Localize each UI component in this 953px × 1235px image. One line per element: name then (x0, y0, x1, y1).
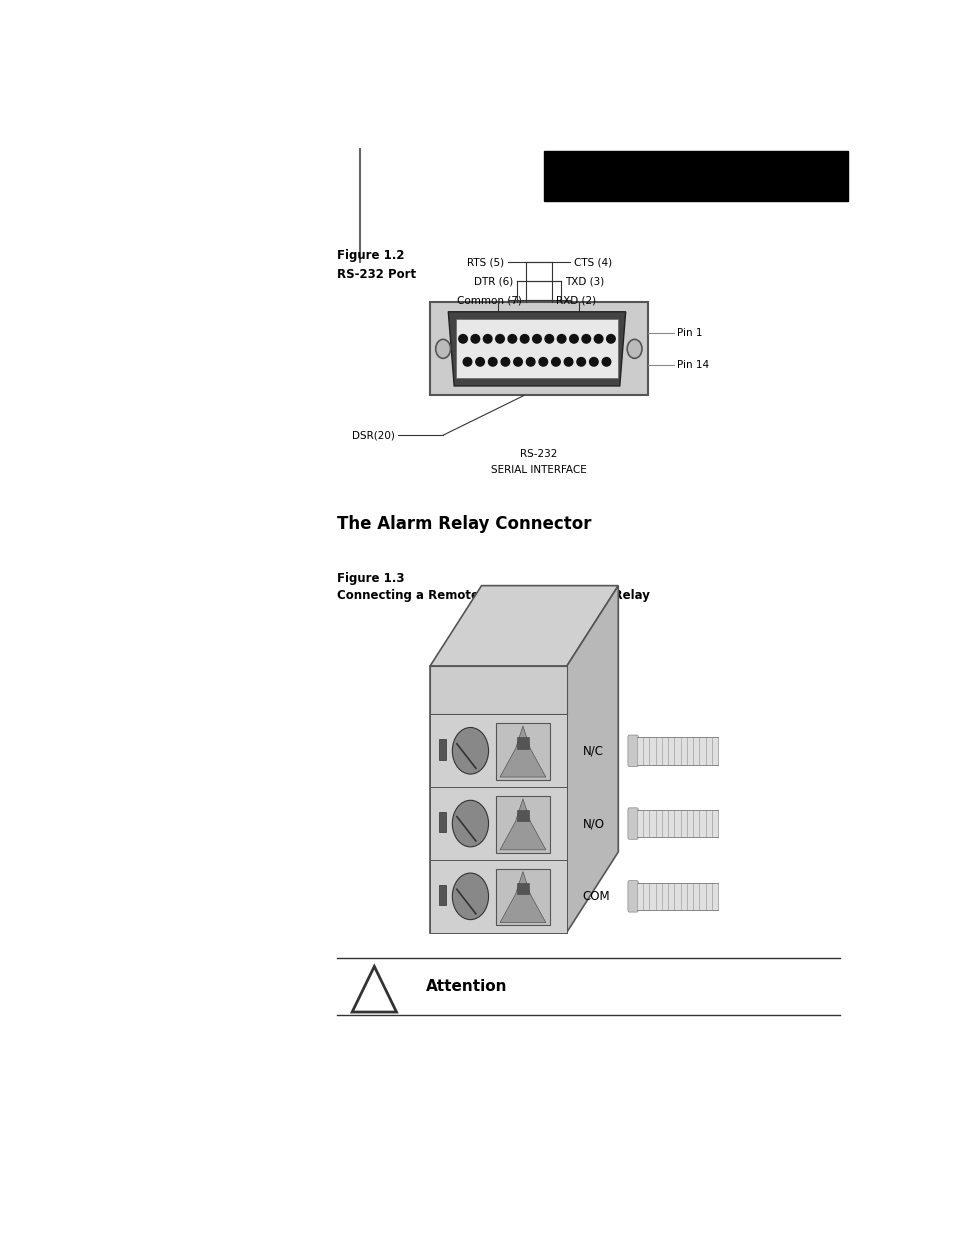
Ellipse shape (606, 335, 615, 343)
Ellipse shape (594, 335, 602, 343)
FancyBboxPatch shape (627, 735, 638, 767)
Circle shape (452, 800, 488, 847)
Text: SHIELD (1): SHIELD (1) (546, 315, 601, 325)
Text: SERIAL INTERFACE: SERIAL INTERFACE (491, 464, 586, 474)
Ellipse shape (601, 358, 610, 366)
Text: Pin 1: Pin 1 (677, 329, 702, 338)
Text: RXD (2): RXD (2) (556, 295, 596, 305)
Bar (517, 810, 528, 821)
Ellipse shape (483, 335, 492, 343)
Polygon shape (499, 726, 545, 777)
Ellipse shape (577, 358, 585, 366)
Ellipse shape (544, 335, 553, 343)
Text: RS-232 Port: RS-232 Port (337, 268, 416, 282)
Ellipse shape (458, 335, 467, 343)
Polygon shape (448, 311, 625, 385)
Ellipse shape (557, 335, 565, 343)
Ellipse shape (569, 335, 578, 343)
Text: N/O: N/O (582, 818, 604, 830)
Ellipse shape (538, 358, 547, 366)
Bar (517, 737, 528, 748)
Bar (517, 883, 528, 894)
Ellipse shape (563, 358, 572, 366)
Ellipse shape (476, 358, 484, 366)
Text: N/C: N/C (582, 745, 603, 757)
Bar (429, 860, 566, 932)
Text: COM: COM (582, 890, 610, 903)
FancyBboxPatch shape (627, 881, 638, 913)
Bar (429, 714, 566, 787)
Text: The Alarm Relay Connector: The Alarm Relay Connector (337, 515, 591, 532)
Circle shape (452, 727, 488, 774)
Polygon shape (499, 799, 545, 850)
Bar (637, 737, 718, 764)
FancyBboxPatch shape (456, 320, 618, 378)
FancyBboxPatch shape (429, 303, 647, 395)
Ellipse shape (496, 335, 504, 343)
Circle shape (626, 340, 641, 358)
Ellipse shape (551, 358, 559, 366)
Ellipse shape (463, 358, 472, 366)
Ellipse shape (471, 335, 479, 343)
Ellipse shape (532, 335, 540, 343)
Circle shape (436, 340, 450, 358)
Text: DCD (8): DCD (8) (490, 315, 531, 325)
Ellipse shape (500, 358, 509, 366)
Text: Figure 1.3: Figure 1.3 (337, 572, 404, 584)
Bar (496, 724, 549, 779)
Bar (429, 667, 566, 714)
Circle shape (452, 873, 488, 920)
Text: Pin 14: Pin 14 (677, 359, 709, 369)
Ellipse shape (581, 335, 590, 343)
Text: Connecting a Remote Alarm to the Alarm Relay: Connecting a Remote Alarm to the Alarm R… (337, 589, 650, 601)
Ellipse shape (508, 335, 517, 343)
FancyBboxPatch shape (627, 808, 638, 840)
Bar (429, 787, 566, 860)
Ellipse shape (488, 358, 497, 366)
Text: RTS (5): RTS (5) (466, 257, 503, 267)
Text: Common (7): Common (7) (456, 295, 521, 305)
Bar (637, 810, 718, 837)
Polygon shape (566, 585, 618, 932)
Bar (438, 884, 446, 905)
Text: Figure 1.2: Figure 1.2 (337, 249, 404, 262)
Text: TXD (3): TXD (3) (564, 277, 603, 287)
Text: CTS (4): CTS (4) (573, 257, 611, 267)
Bar (438, 811, 446, 832)
Bar (637, 883, 718, 910)
Ellipse shape (514, 358, 522, 366)
Polygon shape (429, 585, 618, 667)
Text: RS-232: RS-232 (519, 450, 557, 459)
Text: Chapter 3: Chapter 3 (553, 158, 630, 172)
Text: Attention: Attention (426, 979, 507, 994)
Text: Installing Your PanelView 1200 Terminal: Installing Your PanelView 1200 Terminal (553, 180, 801, 193)
Bar (429, 667, 566, 932)
Bar (496, 795, 549, 852)
Text: DSR(20): DSR(20) (352, 430, 395, 441)
Polygon shape (499, 872, 545, 923)
Ellipse shape (589, 358, 598, 366)
Polygon shape (352, 967, 396, 1011)
Bar (496, 868, 549, 925)
Bar (438, 739, 446, 760)
Text: DTR (6): DTR (6) (474, 277, 513, 287)
Ellipse shape (519, 335, 528, 343)
FancyBboxPatch shape (544, 151, 846, 200)
Text: !: ! (370, 983, 377, 1000)
Ellipse shape (526, 358, 535, 366)
